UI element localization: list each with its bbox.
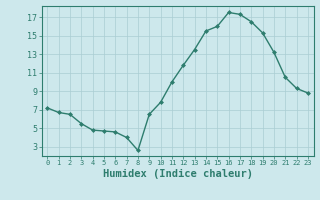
X-axis label: Humidex (Indice chaleur): Humidex (Indice chaleur) bbox=[103, 169, 252, 179]
